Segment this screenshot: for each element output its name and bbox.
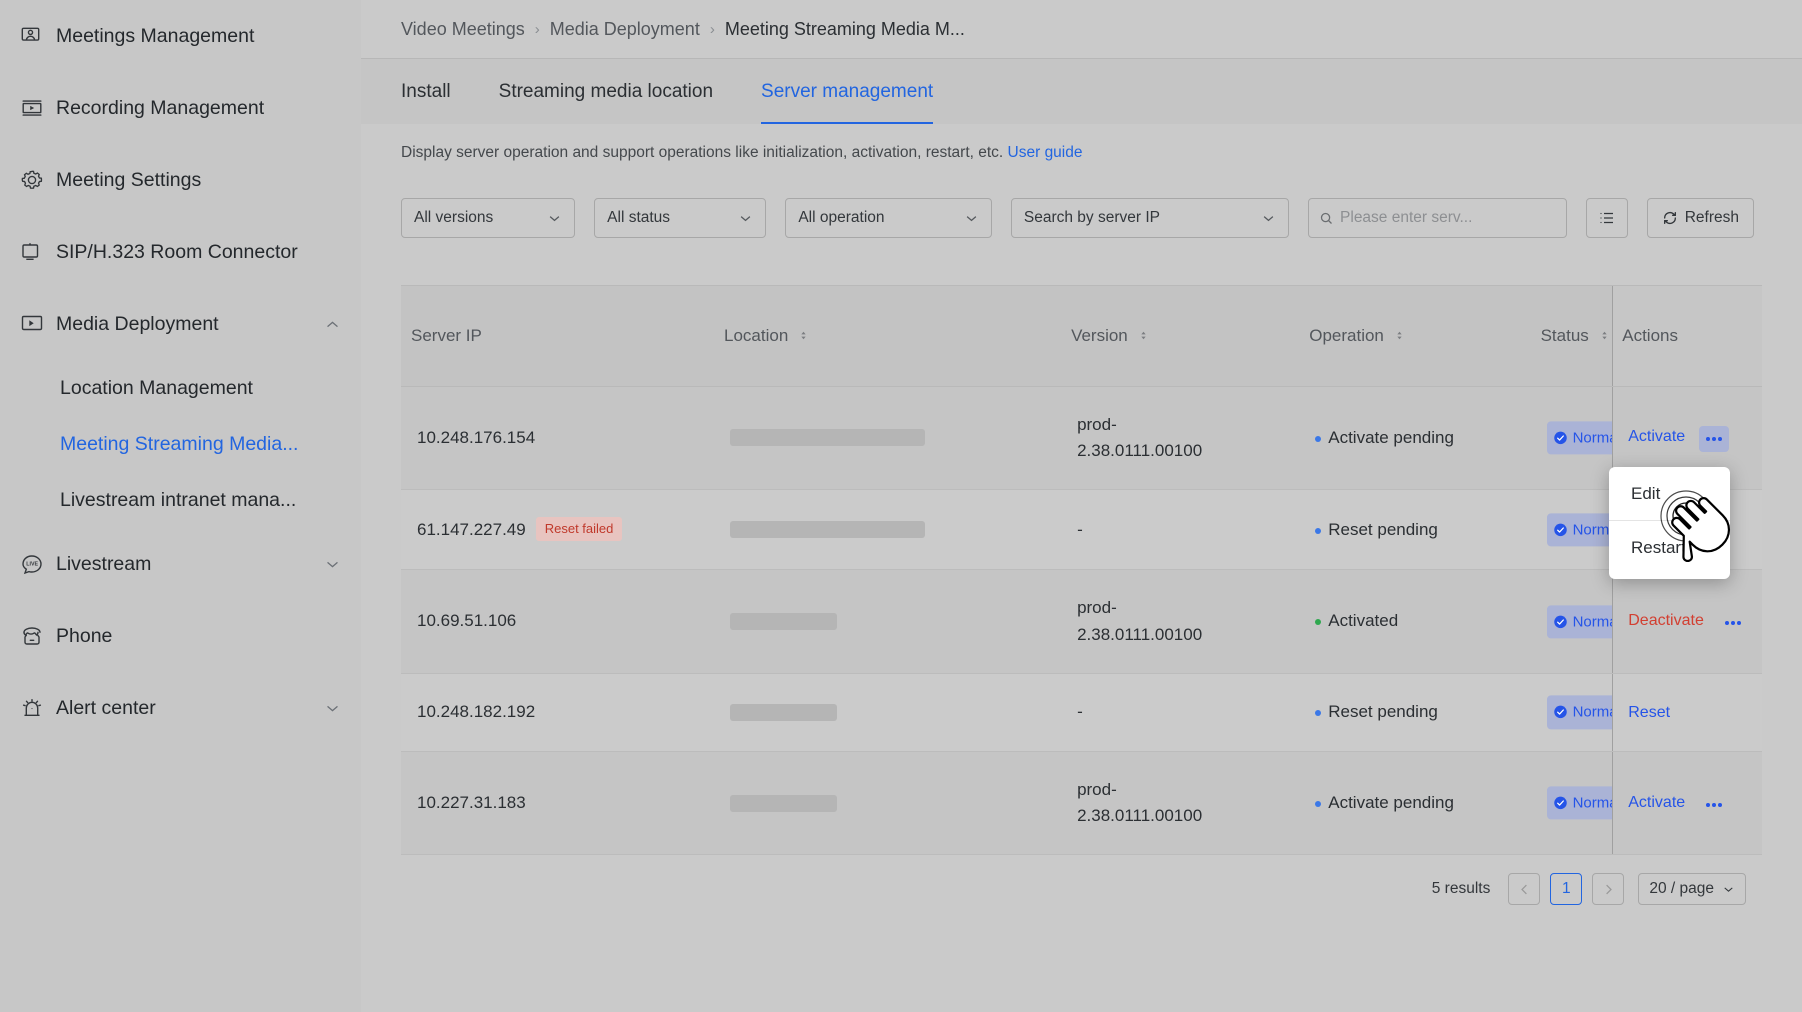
- svg-text:LIVE: LIVE: [26, 561, 38, 567]
